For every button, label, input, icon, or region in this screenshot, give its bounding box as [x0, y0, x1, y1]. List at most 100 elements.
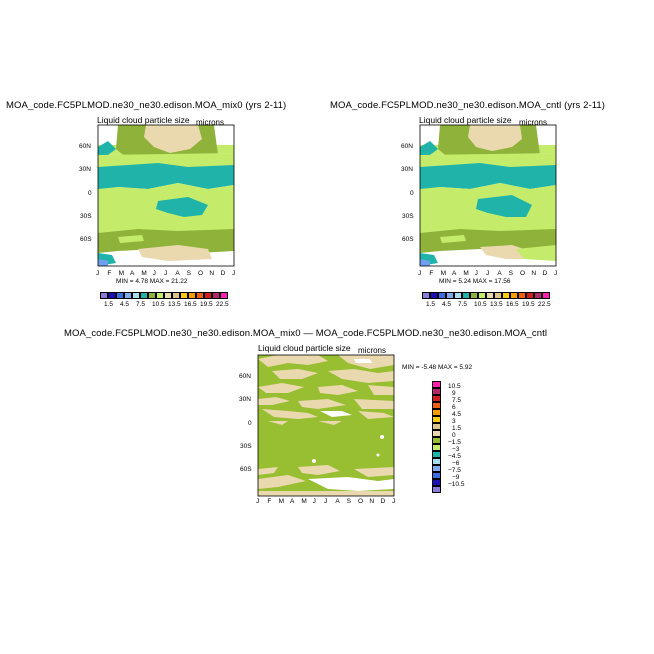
colorbar-label: −7.5 — [448, 467, 461, 474]
diff-ytick-30n: 30N — [239, 396, 251, 403]
colorbar-swatch — [432, 423, 441, 430]
colorbar-label: 16.5 — [506, 301, 519, 308]
x-tick-label: J — [554, 270, 558, 277]
colorbar-swatch — [164, 292, 172, 299]
colorbar-swatch — [124, 292, 132, 299]
colorbar-swatch — [432, 388, 441, 395]
x-tick-label: F — [429, 270, 434, 277]
x-tick-label: A — [175, 270, 180, 277]
colorbar-swatch — [510, 292, 518, 299]
colorbar-swatch — [196, 292, 204, 299]
colorbar-swatch — [220, 292, 228, 299]
colorbar-swatch — [432, 381, 441, 388]
diff-panel-units: microns — [358, 346, 387, 355]
x-tick-label: N — [369, 498, 375, 505]
colorbar-label: 22.5 — [538, 301, 551, 308]
colorbar-label: 22.5 — [216, 301, 229, 308]
diff-panel-subtitle: Liquid cloud particle size — [258, 343, 351, 353]
colorbar-label: 19.5 — [200, 301, 213, 308]
x-tick-label: D — [380, 498, 386, 505]
colorbar-swatch — [432, 395, 441, 402]
x-tick-label: D — [220, 270, 226, 277]
diff-ytick-60s: 60S — [240, 466, 252, 473]
x-tick-label: M — [141, 270, 147, 277]
colorbar-swatch — [432, 472, 441, 479]
colorbar-swatch — [446, 292, 454, 299]
colorbar-swatch — [542, 292, 550, 299]
x-tick-label: D — [542, 270, 548, 277]
colorbar-label: −4.5 — [448, 453, 461, 460]
x-tick-label: M — [440, 270, 447, 277]
colorbar-swatch — [432, 437, 441, 444]
x-tick-label: F — [107, 270, 112, 277]
colorbar-swatch — [212, 292, 220, 299]
diff-plot — [257, 354, 395, 497]
colorbar-swatch — [204, 292, 212, 299]
left-min-max: MIN = 4.78 MAX = 21.22 — [116, 278, 188, 285]
colorbar-label: 4.5 — [120, 301, 130, 308]
x-tick-label: S — [346, 498, 351, 505]
x-tick-label: J — [324, 498, 328, 505]
x-tick-label: J — [232, 270, 236, 277]
right-ytick-30s: 30S — [402, 213, 414, 220]
x-tick-label: J — [152, 270, 156, 277]
colorbar-label: 4.5 — [452, 411, 462, 418]
colorbar-label: 4.5 — [442, 301, 452, 308]
colorbar-label: 13.5 — [168, 301, 181, 308]
right-panel-title: MOA_code.FC5PLMOD.ne30_ne30.edison.MOA_c… — [330, 100, 606, 111]
colorbar-label: 1.5 — [104, 301, 114, 308]
x-tick-label: N — [531, 270, 537, 277]
colorbar-swatch — [432, 416, 441, 423]
colorbar-label: 1.5 — [426, 301, 436, 308]
colorbar-label: −6 — [452, 460, 460, 467]
colorbar-label: 13.5 — [490, 301, 503, 308]
colorbar-label: 10.5 — [152, 301, 165, 308]
colorbar-swatch — [432, 430, 441, 437]
colorbar-swatch — [534, 292, 542, 299]
colorbar-swatch — [156, 292, 164, 299]
x-tick-label: J — [312, 498, 316, 505]
right-ytick-60s: 60S — [402, 236, 414, 243]
x-tick-label: A — [335, 498, 340, 505]
colorbar-label: 3 — [452, 418, 456, 425]
colorbar-swatch — [172, 292, 180, 299]
right-panel-subtitle: Liquid cloud particle size — [419, 115, 512, 125]
colorbar-swatch — [430, 292, 438, 299]
x-tick-label: O — [198, 270, 204, 277]
colorbar-label: 10.5 — [474, 301, 487, 308]
colorbar-label: 16.5 — [184, 301, 197, 308]
right-ytick-30n: 30N — [401, 166, 413, 173]
x-tick-label: M — [278, 498, 285, 505]
colorbar-swatch — [438, 292, 446, 299]
colorbar-swatch — [432, 409, 441, 416]
colorbar-label: 7.5 — [136, 301, 146, 308]
x-tick-label: F — [267, 498, 272, 505]
diff-ytick-60n: 60N — [239, 373, 251, 380]
x-tick-label: S — [508, 270, 513, 277]
colorbar-swatch — [526, 292, 534, 299]
x-tick-label: J — [486, 270, 490, 277]
colorbar-label: −9 — [452, 474, 460, 481]
x-tick-label: M — [301, 498, 307, 505]
left-ytick-60n: 60N — [79, 143, 91, 150]
x-tick-label: O — [358, 498, 364, 505]
colorbar-label: 0 — [452, 432, 456, 439]
colorbar-swatch — [180, 292, 188, 299]
colorbar-swatch — [116, 292, 124, 299]
colorbar-label: −1.5 — [448, 439, 461, 446]
left-ytick-60s: 60S — [80, 236, 92, 243]
colorbar-label: 1.5 — [452, 425, 462, 432]
x-tick-label: J — [392, 498, 396, 505]
colorbar-label: 7.5 — [458, 301, 468, 308]
left-plot — [97, 124, 235, 267]
left-panel-title: MOA_code.FC5PLMOD.ne30_ne30.edison.MOA_m… — [6, 100, 287, 111]
x-tick-label: J — [164, 270, 168, 277]
colorbar-swatch — [432, 444, 441, 451]
right-ytick-60n: 60N — [401, 143, 413, 150]
x-tick-label: A — [452, 270, 457, 277]
x-tick-label: J — [418, 270, 422, 277]
colorbar-label: 6 — [452, 404, 456, 411]
left-ytick-0: 0 — [88, 190, 92, 197]
left-ytick-30n: 30N — [79, 166, 91, 173]
colorbar-label: 10.5 — [448, 383, 461, 390]
